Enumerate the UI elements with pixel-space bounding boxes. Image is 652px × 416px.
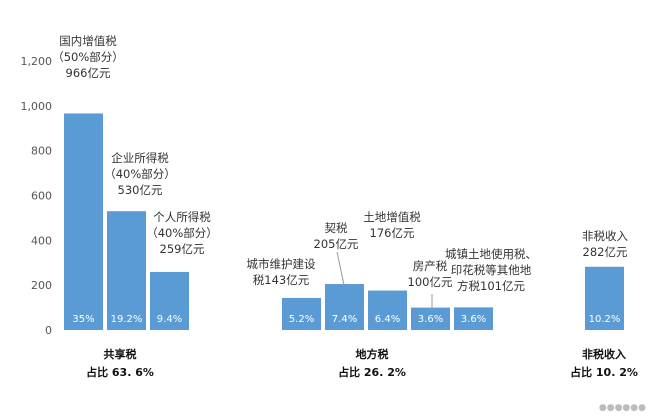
group-share: 占比 63. 6%: [86, 365, 154, 379]
y-tick-label: 1,200: [21, 55, 53, 68]
bar-percent-label: 3.6%: [461, 314, 486, 325]
bar: [411, 307, 450, 330]
bars: 35% 国内增值税（50%部分） 966亿元 19.2% 企业所得税（40%部分） 530…: [52, 34, 628, 330]
leader-line: [336, 251, 345, 286]
group-name: 地方税: [356, 347, 389, 361]
bar-percent-label: 10.2%: [589, 314, 621, 325]
bar-annotation: 非税收入 282亿元: [582, 229, 628, 259]
bar-percent-label: 9.4%: [157, 314, 182, 325]
bar-annotation: 契税 205亿元: [314, 221, 359, 251]
y-tick-label: 600: [31, 190, 52, 203]
bar: [368, 290, 407, 330]
bar-annotation: 土地增值税 176亿元: [363, 210, 421, 240]
bar-percent-label: 35%: [72, 314, 94, 325]
bar: [454, 307, 493, 330]
y-tick-label: 0: [45, 324, 52, 337]
bar-percent-label: 5.2%: [289, 314, 314, 325]
bar-annotation: 国内增值税（50%部分） 966亿元: [52, 34, 124, 80]
bar: [282, 297, 321, 330]
y-axis: 0 200 400 600 800 1,000 1,200: [21, 55, 53, 337]
bar-annotation: 企业所得税（40%部分） 530亿元: [104, 151, 176, 197]
bar: [150, 271, 189, 330]
bar-percent-label: 19.2%: [111, 314, 143, 325]
bar: [107, 211, 146, 330]
bar-percent-label: 6.4%: [375, 314, 400, 325]
bar-percent-label: 7.4%: [332, 314, 357, 325]
bar-annotation: 城市维护建设税143亿元: [247, 257, 316, 287]
y-tick-label: 200: [31, 279, 52, 292]
bar-annotation: 房产税 100亿元: [408, 259, 453, 289]
bar-annotation: 城镇土地使用税、印花税等其他地方税101亿元: [445, 247, 537, 293]
group-share: 占比 10. 2%: [570, 365, 638, 379]
bar-annotation: 个人所得税（40%部分） 259亿元: [146, 210, 218, 256]
group-name: 非税收入: [582, 347, 626, 361]
watermark-dots: ●●●●●●: [599, 403, 646, 413]
group-share: 占比 26. 2%: [338, 365, 406, 379]
y-tick-label: 400: [31, 234, 52, 247]
y-tick-label: 800: [31, 145, 52, 158]
bar: [585, 266, 624, 330]
bar-percent-label: 3.6%: [418, 314, 443, 325]
bar: [325, 284, 364, 330]
group-name: 共享税: [104, 347, 137, 361]
bar: [64, 113, 103, 330]
y-tick-label: 1,000: [21, 100, 53, 113]
